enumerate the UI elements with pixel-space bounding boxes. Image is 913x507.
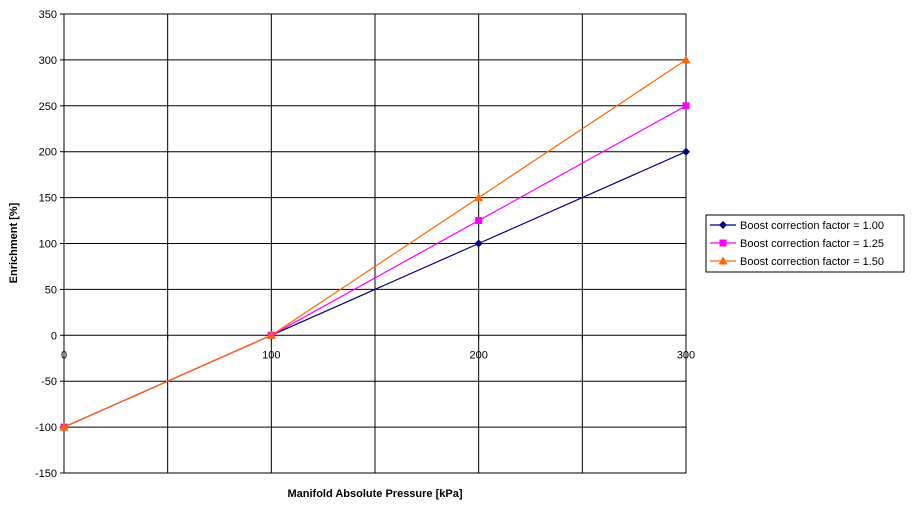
y-axis-label: Enrichment [%]	[8, 202, 20, 283]
point-marker-triangle	[718, 256, 728, 265]
series-line	[63, 59, 687, 428]
legend: Boost correction factor = 1.00 Boost corr…	[705, 214, 905, 273]
legend-item: Boost correction factor = 1.00	[710, 220, 884, 232]
legend-label: Boost correction factor = 1.50	[740, 256, 884, 268]
legend-item: Boost correction factor = 1.50	[710, 256, 884, 268]
y-tick-label: -150	[35, 468, 57, 480]
y-tick-label: 250	[39, 101, 57, 113]
point-marker-diamond	[682, 147, 690, 156]
x-axis-label: Manifold Absolute Pressure [kPa]	[287, 488, 462, 500]
x-tick-label: 200	[469, 349, 487, 361]
y-tick-label: -50	[41, 376, 57, 388]
y-tick-label: 350	[39, 9, 57, 21]
point-marker-triangle	[266, 330, 276, 339]
point-marker-square	[719, 239, 727, 247]
legend-item: Boost correction factor = 1.25	[710, 238, 884, 250]
legend-box	[705, 214, 905, 273]
point-marker-diamond	[474, 239, 483, 248]
y-tick-label: 300	[39, 55, 57, 67]
y-tick-label: 50	[45, 284, 57, 296]
point-marker-triangle	[474, 193, 484, 202]
y-tick-label: 200	[39, 147, 57, 159]
x-tick-label: 100	[262, 349, 280, 361]
point-marker-triangle	[59, 422, 69, 431]
series-3	[59, 55, 691, 431]
x-tick-label: 0	[61, 349, 67, 361]
point-marker-diamond	[719, 221, 727, 229]
point-marker-square	[682, 102, 690, 110]
point-marker-triangle	[681, 55, 691, 64]
y-tick-label: -100	[35, 422, 57, 434]
legend-label: Boost correction factor = 1.25	[740, 238, 884, 250]
tick-labels: -150 -100 -50 0 50 100 150 200 250 300 350 0 100 200 3…	[35, 9, 695, 480]
y-tick-label: 0	[51, 330, 57, 342]
series-layer	[59, 55, 691, 432]
y-tick-label: 150	[39, 193, 57, 205]
y-tick-label: 100	[39, 239, 57, 251]
x-tick-label: 300	[677, 349, 695, 361]
legend-label: Boost correction factor = 1.00	[740, 220, 884, 232]
point-marker-square	[475, 217, 483, 225]
